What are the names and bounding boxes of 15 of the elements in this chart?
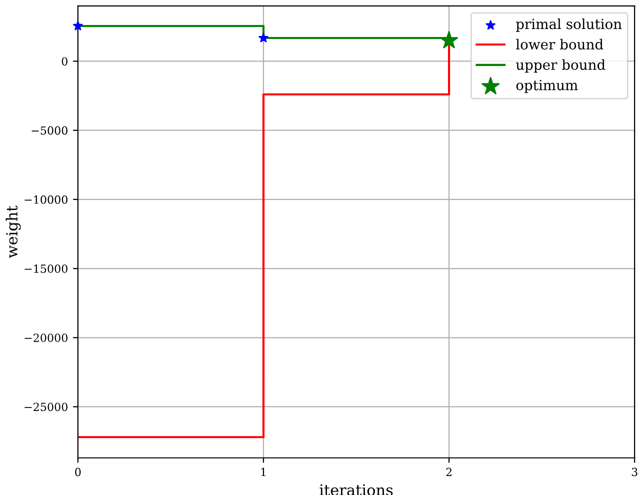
legend-label: optimum — [516, 80, 578, 94]
x-tick-label: 0 — [75, 468, 81, 476]
legend-label: lower bound — [516, 38, 604, 50]
x-tick-label: 2 — [446, 468, 452, 476]
legend-label: upper bound — [516, 59, 606, 73]
y-axis-title: weight — [6, 206, 21, 258]
y-tick-label: −25000 — [24, 402, 68, 412]
x-tick-label: 1 — [261, 468, 266, 476]
y-tick-label: −20000 — [24, 334, 68, 342]
y-tick-label: −5000 — [32, 126, 68, 135]
legend-label: primal solution — [516, 18, 622, 32]
y-tick-label: −15000 — [24, 264, 68, 273]
y-tick-label: 0 — [62, 57, 68, 66]
y-tick-label: −10000 — [24, 195, 68, 204]
x-tick-label: 3 — [632, 468, 638, 476]
